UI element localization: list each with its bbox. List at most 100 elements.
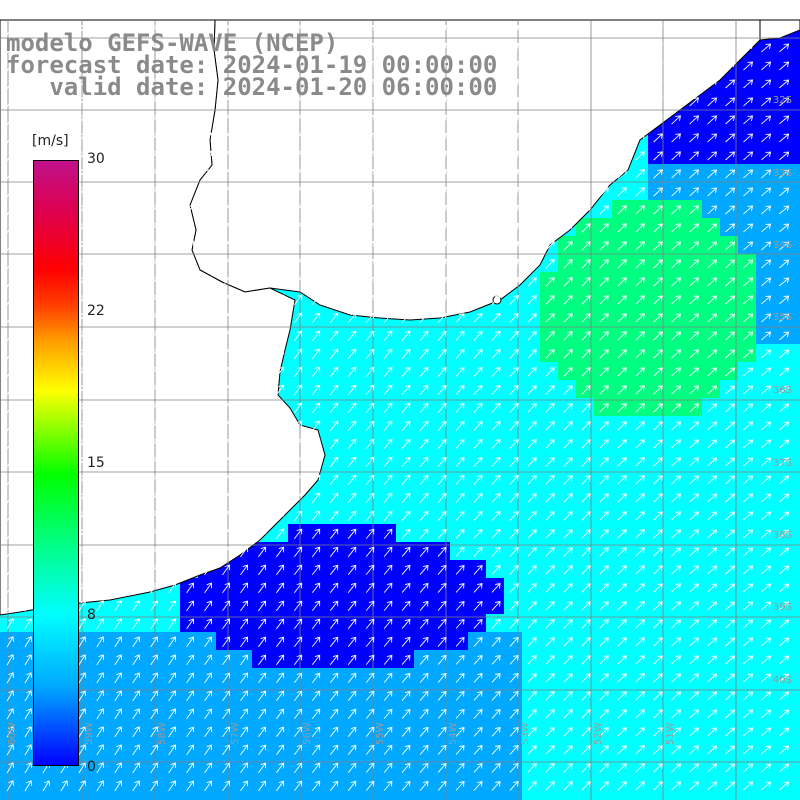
- wind-speed-cell: [774, 524, 792, 542]
- wind-speed-cell: [522, 326, 540, 344]
- wind-arrow-icon: [311, 60, 321, 72]
- wind-speed-cell: [792, 416, 800, 434]
- wind-arrow-icon: [293, 24, 303, 36]
- wind-arrow-icon: [779, 25, 790, 35]
- wind-speed-cell: [540, 758, 558, 776]
- wind-arrow-icon: [473, 78, 483, 89]
- wind-arrow-icon: [383, 132, 393, 143]
- wind-speed-cell: [252, 722, 270, 740]
- wind-arrow-icon: [60, 60, 69, 72]
- wind-speed-cell: [576, 740, 594, 758]
- wind-speed-cell: [108, 794, 126, 800]
- wind-arrow-icon: [599, 43, 609, 53]
- wind-speed-cell: [468, 722, 486, 740]
- wind-speed-cell: [756, 38, 774, 56]
- wind-arrow-icon: [671, 259, 681, 269]
- colorbar-tick-15: 15: [87, 455, 105, 471]
- wind-arrow-icon: [96, 96, 105, 108]
- wind-speed-cell: [684, 200, 702, 218]
- wind-speed-cell: [792, 542, 800, 560]
- wind-speed-cell: [594, 560, 612, 578]
- wind-speed-cell: [126, 596, 144, 614]
- wind-arrow-icon: [204, 186, 213, 198]
- wind-speed-cell: [162, 776, 180, 794]
- wind-speed-cell: [234, 758, 252, 776]
- wind-speed-cell: [324, 794, 342, 800]
- wind-arrow-icon: [455, 150, 465, 161]
- wind-arrow-icon: [689, 259, 699, 269]
- wind-speed-cell: [756, 74, 774, 92]
- wind-arrow-icon: [24, 204, 33, 216]
- wind-speed-cell: [792, 488, 800, 506]
- wind-arrow-icon: [599, 259, 609, 269]
- wind-arrow-icon: [132, 240, 141, 252]
- wind-arrow-icon: [455, 186, 465, 197]
- wind-speed-cell: [648, 650, 666, 668]
- wind-arrow-icon: [599, 223, 609, 233]
- wind-arrow-icon: [635, 259, 645, 269]
- wind-speed-cell: [504, 758, 522, 776]
- wind-speed-cell: [720, 776, 738, 794]
- wind-arrow-icon: [222, 204, 231, 216]
- wind-arrow-icon: [707, 97, 718, 107]
- wind-speed-cell: [234, 740, 252, 758]
- wind-speed-cell: [738, 344, 756, 362]
- wind-arrow-icon: [689, 187, 699, 197]
- wind-arrow-icon: [6, 60, 15, 72]
- wind-speed-cell: [504, 650, 522, 668]
- wind-speed-cell: [288, 524, 306, 542]
- wind-arrow-icon: [258, 42, 267, 54]
- wind-arrow-icon: [617, 151, 627, 161]
- wind-arrow-icon: [725, 133, 736, 143]
- wind-arrow-icon: [96, 222, 105, 234]
- wind-speed-cell: [468, 452, 486, 470]
- wind-speed-cell: [738, 488, 756, 506]
- wind-speed-cell: [648, 182, 666, 200]
- wind-arrow-icon: [563, 241, 573, 251]
- lat-label-36s: 36S: [772, 385, 792, 396]
- wind-speed-cell: [702, 434, 720, 452]
- wind-speed-cell: [756, 686, 774, 704]
- wind-arrow-icon: [168, 60, 177, 72]
- wind-speed-cell: [522, 524, 540, 542]
- wind-arrow-icon: [779, 79, 790, 89]
- wind-arrow-icon: [761, 61, 772, 71]
- wind-speed-cell: [756, 272, 774, 290]
- wind-speed-cell: [180, 578, 198, 596]
- wind-speed-cell: [558, 632, 576, 650]
- wind-arrow-icon: [96, 60, 105, 72]
- wind-arrow-icon: [527, 223, 537, 233]
- wind-speed-cell: [702, 290, 720, 308]
- wind-speed-cell: [270, 578, 288, 596]
- wind-arrow-icon: [617, 205, 627, 215]
- wind-speed-cell: [18, 776, 36, 794]
- wind-speed-cell: [306, 776, 324, 794]
- wind-arrow-icon: [347, 186, 357, 197]
- wind-speed-cell: [540, 452, 558, 470]
- wind-speed-cell: [756, 614, 774, 632]
- wind-speed-cell: [270, 704, 288, 722]
- wind-speed-cell: [684, 488, 702, 506]
- wind-speed-cell: [342, 506, 360, 524]
- wind-arrow-icon: [132, 276, 141, 288]
- wind-speed-cell: [684, 758, 702, 776]
- wind-speed-cell: [270, 632, 288, 650]
- wind-speed-cell: [666, 362, 684, 380]
- wind-speed-cell: [666, 200, 684, 218]
- wind-speed-cell: [720, 542, 738, 560]
- wind-arrow-icon: [563, 115, 573, 125]
- wind-arrow-icon: [563, 79, 573, 89]
- wind-speed-cell: [198, 740, 216, 758]
- wind-speed-cell: [144, 776, 162, 794]
- wind-arrow-icon: [581, 187, 591, 197]
- wind-speed-cell: [684, 272, 702, 290]
- wind-speed-cell: [288, 380, 306, 398]
- wind-speed-cell: [774, 236, 792, 254]
- wind-speed-cell: [342, 632, 360, 650]
- wind-speed-cell: [666, 434, 684, 452]
- wind-arrow-icon: [743, 151, 754, 161]
- wind-speed-cell: [396, 686, 414, 704]
- wind-arrow-icon: [527, 61, 537, 71]
- wind-speed-cell: [576, 578, 594, 596]
- wind-speed-cell: [396, 668, 414, 686]
